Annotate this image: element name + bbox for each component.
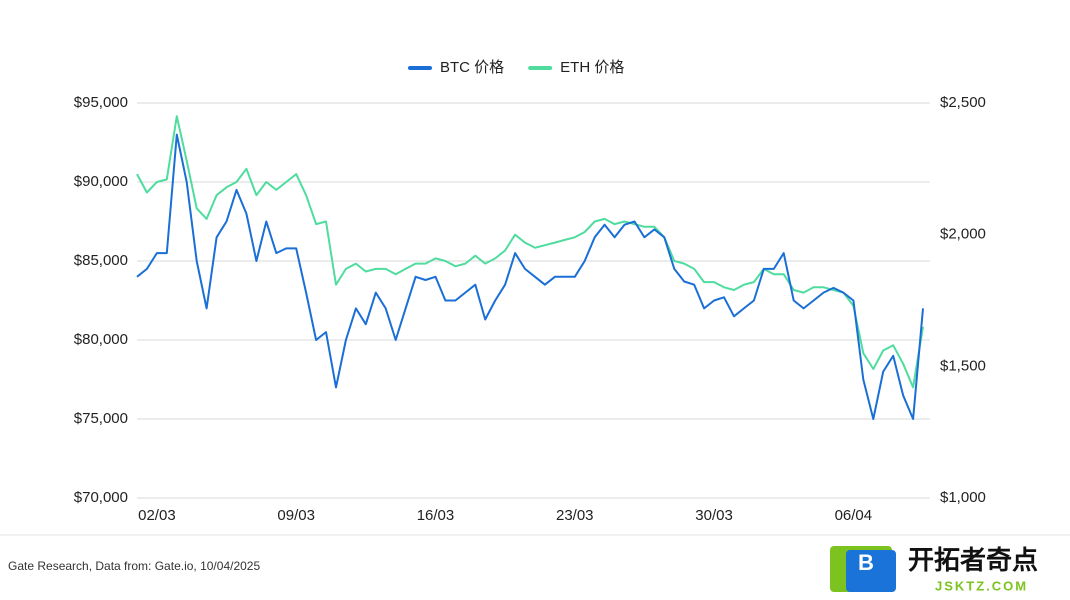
y2-tick-label: $2,500 [940, 94, 986, 111]
watermark-title: 开拓者奇点 [908, 545, 1038, 575]
y-tick-label: $80,000 [74, 331, 128, 348]
x-tick-label: 02/03 [138, 507, 176, 524]
y-tick-label: $85,000 [74, 252, 128, 269]
watermark: B 开拓者奇点 JSKTZ.COM [830, 545, 1038, 593]
x-tick-label: 16/03 [417, 507, 455, 524]
logo-letter: B [858, 550, 874, 575]
source-note: Gate Research, Data from: Gate.io, 10/04… [8, 559, 260, 573]
y2-tick-label: $1,000 [940, 489, 986, 506]
x-tick-label: 06/04 [835, 507, 873, 524]
x-tick-label: 30/03 [695, 507, 733, 524]
watermark-url: JSKTZ.COM [935, 578, 1028, 593]
y2-tick-label: $2,000 [940, 226, 986, 243]
x-tick-label: 23/03 [556, 507, 594, 524]
series-line [136, 115, 924, 389]
y-tick-label: $70,000 [74, 489, 128, 506]
legend-label: ETH 价格 [560, 59, 624, 76]
logo-front [846, 550, 896, 592]
y-tick-label: $90,000 [74, 173, 128, 190]
series-line [136, 133, 924, 420]
y2-tick-label: $1,500 [940, 357, 986, 374]
legend-label: BTC 价格 [440, 59, 504, 76]
y-tick-label: $75,000 [74, 410, 128, 427]
y-tick-label: $95,000 [74, 94, 128, 111]
x-tick-label: 09/03 [277, 507, 315, 524]
